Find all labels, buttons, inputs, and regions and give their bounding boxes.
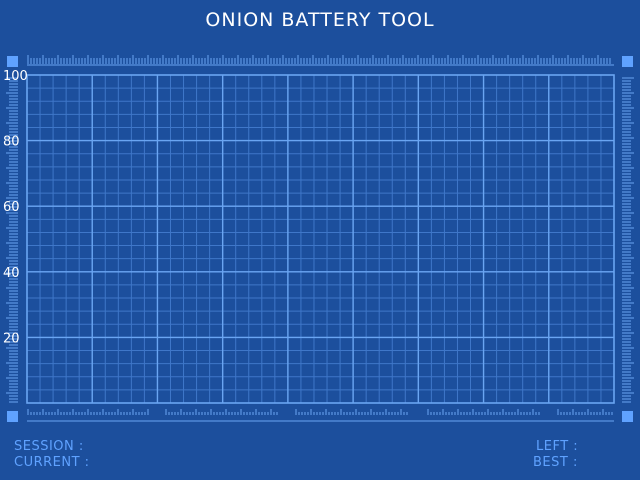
y-tick-label: 40 — [3, 266, 20, 281]
session-label: SESSION : — [14, 439, 84, 454]
best-label: BEST : — [533, 455, 578, 470]
y-tick-label: 80 — [3, 135, 20, 150]
corner-marker — [622, 411, 633, 422]
app-title: ONION BATTERY TOOL — [205, 9, 435, 31]
corner-marker — [7, 411, 18, 422]
y-tick-label: 100 — [3, 69, 28, 84]
y-tick-label: 60 — [3, 200, 20, 215]
graph-border — [26, 74, 615, 404]
current-label: CURRENT : — [14, 455, 90, 470]
left-label: LEFT : — [536, 439, 579, 454]
graph-grid — [26, 74, 615, 404]
graph-rulers — [6, 55, 634, 422]
corner-marker — [7, 56, 18, 67]
y-tick-label: 20 — [3, 331, 20, 346]
y-axis-labels: 100 80 60 40 20 — [3, 69, 28, 346]
corner-marker — [622, 56, 633, 67]
graph-corners — [7, 56, 633, 422]
